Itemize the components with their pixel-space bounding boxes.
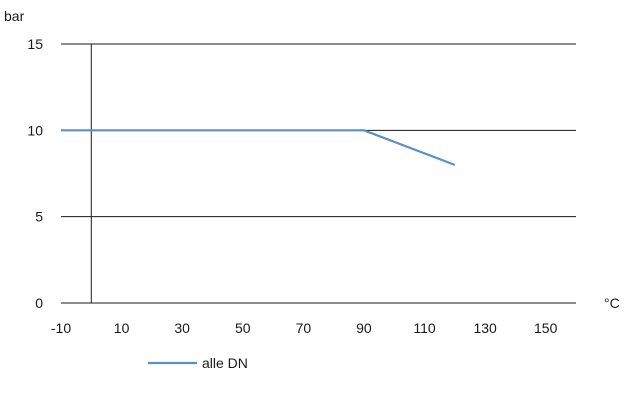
x-tick-label: 130 xyxy=(473,320,497,336)
x-tick-label: 90 xyxy=(356,320,372,336)
grid-lines xyxy=(61,43,576,304)
y-tick-label: 15 xyxy=(27,36,43,52)
series-line-0 xyxy=(61,129,456,166)
x-tick-label: -10 xyxy=(51,320,71,336)
series xyxy=(61,129,456,166)
x-tick-label: 150 xyxy=(534,320,558,336)
x-tick-label: 50 xyxy=(235,320,251,336)
y-tick-label: 5 xyxy=(35,209,43,225)
x-tick-labels: -10 10 30 50 70 90 110 130 150 xyxy=(51,320,558,336)
y-tick-label: 0 xyxy=(35,295,43,311)
y-tick-label: 10 xyxy=(27,122,43,138)
x-tick-label: 70 xyxy=(296,320,312,336)
x-tick-label: 10 xyxy=(114,320,130,336)
y-axis-title: bar xyxy=(4,8,25,24)
x-axis-title: °C xyxy=(604,295,620,311)
legend: alle DN xyxy=(148,355,248,371)
x-tick-label: 110 xyxy=(413,320,436,336)
legend-label-alle-dn: alle DN xyxy=(202,355,248,371)
y-tick-labels: 0 5 10 15 xyxy=(27,36,43,311)
x-tick-label: 30 xyxy=(174,320,190,336)
